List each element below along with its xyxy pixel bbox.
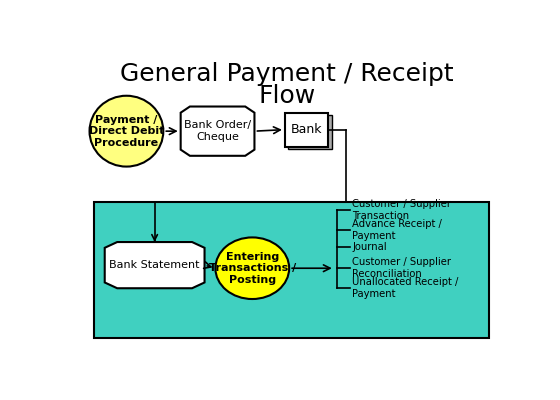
FancyBboxPatch shape (94, 202, 489, 338)
Text: Unallocated Receipt /
Payment: Unallocated Receipt / Payment (352, 278, 459, 299)
Polygon shape (105, 242, 204, 288)
Text: Bank: Bank (291, 123, 323, 136)
Polygon shape (181, 106, 254, 156)
Text: Customer / Supplier
Reconciliation: Customer / Supplier Reconciliation (352, 258, 451, 279)
Text: Advance Receipt /
Payment: Advance Receipt / Payment (352, 219, 442, 240)
Ellipse shape (90, 96, 164, 166)
FancyBboxPatch shape (288, 115, 332, 149)
Text: General Payment / Receipt: General Payment / Receipt (120, 62, 454, 86)
Text: Customer / Supplier
Transaction: Customer / Supplier Transaction (352, 199, 451, 220)
Text: Entering
Transactions /
Posting: Entering Transactions / Posting (209, 252, 296, 285)
Text: Journal: Journal (352, 242, 387, 252)
FancyBboxPatch shape (285, 113, 328, 146)
Text: Payment /
Direct Debit
Procedure: Payment / Direct Debit Procedure (88, 114, 164, 148)
Ellipse shape (216, 238, 289, 299)
Text: Bank Statement: Bank Statement (109, 260, 200, 270)
Text: Bank Order/
Cheque: Bank Order/ Cheque (184, 120, 251, 142)
Text: Flow: Flow (258, 84, 316, 108)
